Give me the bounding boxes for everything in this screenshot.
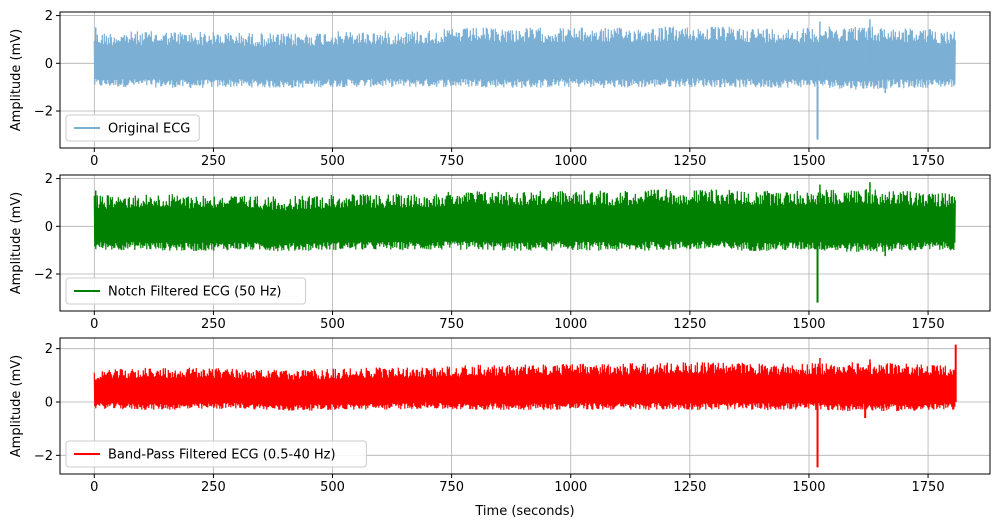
- legend-label: Band-Pass Filtered ECG (0.5-40 Hz): [108, 448, 336, 463]
- x-tick-label: 750: [439, 480, 464, 495]
- x-tick-label: 500: [320, 480, 345, 495]
- x-tick-label: 1000: [554, 317, 587, 332]
- y-ticks: −2 0 2: [34, 172, 60, 283]
- x-ticks: 0 250 500 750 1000 1250 1500 1750: [90, 148, 945, 169]
- x-tick-label: 1500: [792, 317, 825, 332]
- axes-frame: [59, 337, 991, 475]
- y-tick-label: −2: [34, 105, 53, 120]
- x-ticks: 0 250 500 750 1000 1250 1500 1750: [90, 474, 945, 495]
- x-tick-label: 500: [320, 154, 345, 169]
- y-ticks: −2 0 2: [34, 9, 60, 120]
- x-tick-label: 250: [201, 480, 226, 495]
- panel-bandpass-filtered-ecg: 0 250 500 750 1000 1250 1500 1750 −2 0 2 Amplitud…: [9, 337, 991, 495]
- y-tick-label: 0: [45, 220, 53, 235]
- x-tick-label: 1250: [673, 154, 706, 169]
- x-tick-label: 500: [320, 317, 345, 332]
- axes-frame: [59, 11, 991, 149]
- x-tick-label: 750: [439, 317, 464, 332]
- y-tick-label: −2: [34, 449, 53, 464]
- legend-label: Original ECG: [108, 122, 190, 137]
- x-tick-label: 1500: [792, 154, 825, 169]
- legend: Notch Filtered ECG (50 Hz): [65, 277, 307, 305]
- series-line: [93, 189, 956, 252]
- x-tick-label: 250: [201, 154, 226, 169]
- series-layer: [93, 19, 956, 140]
- x-axis-label: Time (seconds): [474, 504, 574, 519]
- x-ticks: 0 250 500 750 1000 1250 1500 1750: [90, 311, 945, 332]
- series-layer: [93, 344, 957, 468]
- y-tick-label: −2: [34, 268, 53, 283]
- series-line: [93, 362, 956, 412]
- y-tick-label: 2: [45, 172, 53, 187]
- x-tick-label: 750: [439, 154, 464, 169]
- y-tick-label: 0: [45, 396, 53, 411]
- y-axis-label: Amplitude (mV): [9, 355, 24, 457]
- x-tick-label: 1750: [912, 154, 945, 169]
- legend: Original ECG: [65, 114, 200, 142]
- y-axis-label: Amplitude (mV): [9, 29, 24, 131]
- x-tick-label: 0: [90, 480, 98, 495]
- y-tick-label: 2: [45, 9, 53, 24]
- legend-box: [65, 440, 367, 468]
- x-tick-label: 1000: [554, 154, 587, 169]
- x-tick-label: 1250: [673, 480, 706, 495]
- x-tick-label: 250: [201, 317, 226, 332]
- x-tick-label: 1750: [912, 317, 945, 332]
- y-tick-label: 2: [45, 342, 53, 357]
- x-tick-label: 1750: [912, 480, 945, 495]
- panel-original-ecg: 0 250 500 750 1000 1250 1500 1750 −2 0 2 Amplitud…: [9, 9, 991, 169]
- y-axis-label: Amplitude (mV): [9, 192, 24, 294]
- legend: Band-Pass Filtered ECG (0.5-40 Hz): [65, 440, 367, 468]
- legend-label: Notch Filtered ECG (50 Hz): [108, 285, 282, 300]
- x-tick-label: 1000: [554, 480, 587, 495]
- x-tick-label: 0: [90, 154, 98, 169]
- panel-notch-filtered-ecg: 0 250 500 750 1000 1250 1500 1750 −2 0 2 Amplitud…: [9, 172, 991, 332]
- x-tick-label: 1250: [673, 317, 706, 332]
- legend-box: [65, 114, 200, 142]
- legend-box: [65, 277, 307, 305]
- axes-frame: [59, 174, 991, 312]
- series-line: [93, 26, 956, 90]
- x-tick-label: 1500: [792, 480, 825, 495]
- y-ticks: −2 0 2: [34, 342, 60, 464]
- y-tick-label: 0: [45, 57, 53, 72]
- x-tick-label: 0: [90, 317, 98, 332]
- series-layer: [93, 182, 956, 303]
